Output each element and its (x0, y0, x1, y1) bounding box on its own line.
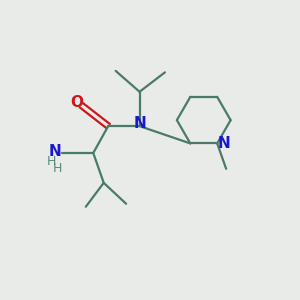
Text: H: H (53, 162, 62, 175)
Text: N: N (133, 116, 146, 131)
Text: H: H (47, 155, 56, 168)
Text: N: N (218, 136, 230, 151)
Text: O: O (70, 95, 83, 110)
Text: N: N (49, 144, 62, 159)
